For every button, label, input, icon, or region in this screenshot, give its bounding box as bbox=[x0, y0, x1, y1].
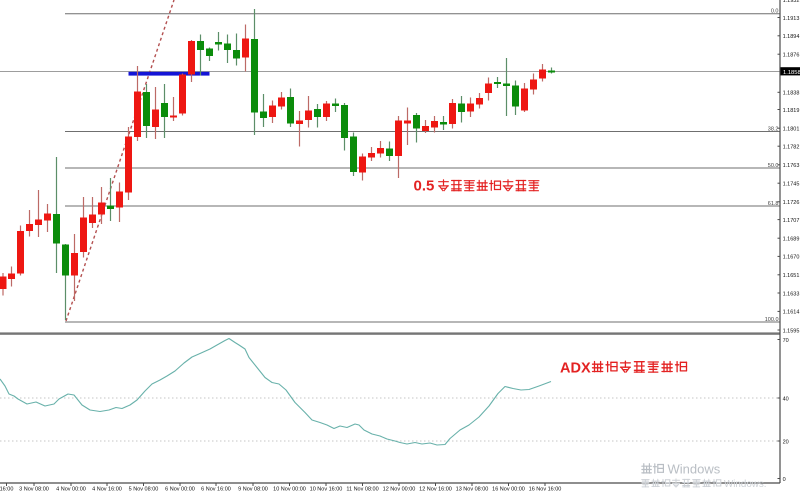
svg-text:16 Nov 16:00: 16 Nov 16:00 bbox=[529, 487, 562, 493]
svg-text:10 Nov 16:00: 10 Nov 16:00 bbox=[310, 487, 343, 493]
svg-text:0.5: 0.5 bbox=[414, 178, 435, 195]
svg-text:1.1913: 1.1913 bbox=[783, 16, 800, 22]
svg-text:1.1876: 1.1876 bbox=[783, 53, 800, 59]
svg-text:1.1670: 1.1670 bbox=[783, 255, 800, 261]
svg-text:11 Nov 08:00: 11 Nov 08:00 bbox=[346, 487, 378, 493]
svg-text:20: 20 bbox=[783, 439, 789, 445]
svg-text:4 Nov 16:00: 4 Nov 16:00 bbox=[92, 487, 122, 493]
svg-text:6 Nov 00:00: 6 Nov 00:00 bbox=[165, 487, 195, 493]
svg-text:1.1819: 1.1819 bbox=[783, 108, 800, 114]
svg-text:1.1838: 1.1838 bbox=[783, 91, 800, 97]
svg-text:1.1651: 1.1651 bbox=[783, 273, 800, 279]
svg-text:61.8: 61.8 bbox=[768, 201, 779, 207]
svg-text:1.1782: 1.1782 bbox=[783, 145, 800, 151]
svg-text:1.1707: 1.1707 bbox=[783, 218, 800, 224]
svg-text:16:00: 16:00 bbox=[0, 487, 13, 493]
svg-text:1.1726: 1.1726 bbox=[783, 200, 800, 206]
svg-text:9 Nov 08:00: 9 Nov 08:00 bbox=[238, 487, 268, 493]
svg-text:1.1633: 1.1633 bbox=[783, 291, 800, 297]
svg-text:1.1932: 1.1932 bbox=[783, 0, 800, 4]
svg-text:1.1858: 1.1858 bbox=[783, 70, 800, 76]
svg-text:13 Nov 08:00: 13 Nov 08:00 bbox=[456, 487, 489, 493]
svg-text:1.1689: 1.1689 bbox=[783, 237, 800, 243]
svg-text:10 Nov 00:00: 10 Nov 00:00 bbox=[273, 487, 306, 493]
svg-text:Windows: Windows bbox=[668, 462, 721, 477]
svg-text:16 Nov 00:00: 16 Nov 00:00 bbox=[492, 487, 525, 493]
svg-text:4 Nov 00:00: 4 Nov 00:00 bbox=[56, 487, 86, 493]
svg-text:1.1745: 1.1745 bbox=[783, 182, 800, 188]
svg-text:100.0: 100.0 bbox=[765, 317, 779, 323]
svg-text:3 Nov 08:00: 3 Nov 08:00 bbox=[19, 487, 49, 493]
svg-text:12 Nov 16:00: 12 Nov 16:00 bbox=[419, 487, 452, 493]
svg-text:6 Nov 16:00: 6 Nov 16:00 bbox=[201, 487, 231, 493]
svg-text:1.1763: 1.1763 bbox=[783, 163, 800, 169]
svg-text:1.1894: 1.1894 bbox=[783, 34, 800, 40]
svg-text:0: 0 bbox=[783, 477, 786, 483]
svg-text:0.0: 0.0 bbox=[771, 9, 779, 15]
svg-text:1.1595: 1.1595 bbox=[783, 328, 800, 334]
svg-text:1.1801: 1.1801 bbox=[783, 127, 800, 133]
svg-text:1.1614: 1.1614 bbox=[783, 310, 800, 316]
svg-text:12 Nov 00:00: 12 Nov 00:00 bbox=[383, 487, 416, 493]
svg-text:Windows.: Windows. bbox=[724, 479, 766, 490]
svg-text:38.2: 38.2 bbox=[768, 126, 779, 132]
svg-text:ADX: ADX bbox=[560, 361, 591, 377]
svg-text:5 Nov 08:00: 5 Nov 08:00 bbox=[129, 487, 159, 493]
svg-text:50.0: 50.0 bbox=[768, 163, 779, 169]
svg-text:70: 70 bbox=[783, 338, 789, 344]
svg-text:40: 40 bbox=[783, 396, 789, 402]
